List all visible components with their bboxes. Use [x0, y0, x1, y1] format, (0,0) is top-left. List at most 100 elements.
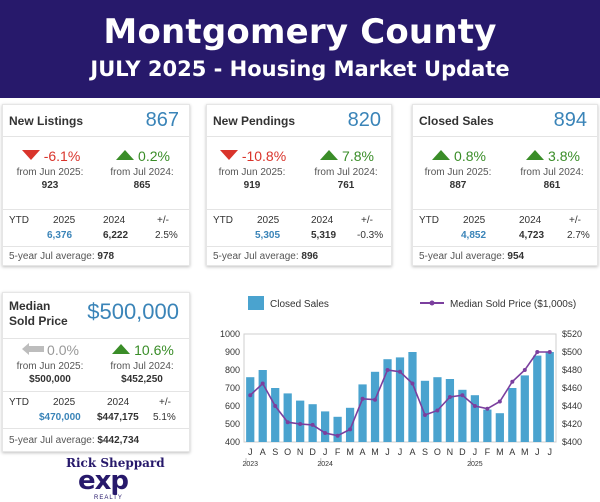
- x-axis-tick: M: [521, 447, 529, 457]
- point-median-price: [285, 420, 290, 425]
- ytd-change-label: +/-: [159, 397, 171, 408]
- left-axis-tick: 1000: [220, 329, 240, 339]
- bar-closed-sales: [420, 380, 430, 442]
- legend-label-median-price: Median Sold Price ($1,000s): [450, 299, 576, 310]
- bar-closed-sales: [470, 395, 479, 442]
- ytd-change-value: -0.3%: [357, 230, 384, 241]
- ytd-label: YTD: [213, 215, 233, 226]
- x-axis-tick: J: [398, 447, 403, 457]
- point-median-price: [260, 381, 265, 386]
- x-axis-tick: M: [371, 447, 379, 457]
- ytd-label: YTD: [9, 397, 29, 408]
- bar-closed-sales: [533, 355, 542, 442]
- right-axis-tick: $500: [562, 347, 582, 357]
- point-median-price: [422, 413, 427, 417]
- card-label: Median Sold Price: [9, 299, 68, 328]
- realtor-logo: Rick Sheppard exp REALTY: [60, 456, 180, 502]
- point-median-price: [510, 379, 515, 384]
- point-median-price: [497, 399, 502, 404]
- left-axis-tick: 400: [225, 437, 240, 447]
- x-axis-tick: F: [485, 447, 491, 457]
- ytd-label: YTD: [9, 215, 29, 226]
- change-from-prior-year: 10.6%: [99, 341, 185, 359]
- bar-closed-sales: [283, 393, 292, 442]
- x-axis-tick: J: [548, 447, 553, 457]
- point-median-price: [335, 433, 340, 438]
- change-from-prior-month: 0.0%: [7, 341, 93, 359]
- ytd-prior-value: 6,222: [103, 230, 129, 241]
- ytd-current-value: 5,305: [255, 230, 281, 241]
- ytd-year-prior: 2024: [519, 215, 542, 226]
- year-label: 2025: [467, 461, 483, 466]
- point-median-price: [398, 369, 402, 374]
- point-median-price: [385, 368, 390, 372]
- point-median-price: [348, 427, 353, 432]
- five-year-average: 5-year Jul average: 954: [419, 251, 525, 262]
- ytd-label: YTD: [419, 215, 439, 226]
- x-axis-tick: O: [434, 447, 441, 457]
- bar-closed-sales: [370, 371, 380, 442]
- ytd-row: YTD 2025 2024 +/- 6,376 6,222 2.5%: [3, 209, 189, 247]
- card-label: New Listings: [9, 114, 84, 128]
- five-year-average: 5-year Jul average: 896: [213, 251, 319, 262]
- year-label: 2023: [242, 461, 258, 466]
- x-axis-tick: S: [272, 447, 278, 457]
- ytd-year-current: 2025: [53, 215, 76, 226]
- ytd-current-value: 6,376: [47, 230, 73, 241]
- from-label: from Jul 2024:: [110, 361, 174, 372]
- bar-closed-sales: [246, 377, 255, 442]
- change-from-prior-year: 3.8%: [509, 147, 595, 165]
- bar-closed-sales: [296, 400, 305, 442]
- bar-closed-sales: [495, 413, 504, 442]
- base-value: 923: [41, 180, 59, 191]
- x-axis-tick: M: [346, 447, 354, 457]
- brand-sub: REALTY: [94, 495, 123, 501]
- point-median-price: [310, 422, 315, 427]
- x-axis-tick: D: [459, 447, 466, 457]
- ytd-change-value: 5.1%: [153, 412, 176, 423]
- bar-closed-sales: [483, 409, 492, 442]
- point-median-price: [435, 408, 440, 413]
- x-axis-tick: M: [496, 447, 504, 457]
- x-axis-tick: J: [385, 447, 390, 457]
- ytd-year-prior: 2024: [311, 215, 334, 226]
- right-axis-tick: $520: [562, 329, 582, 339]
- x-axis-tick: J: [323, 447, 328, 457]
- from-label: from Jul 2024:: [110, 167, 174, 178]
- right-axis-tick: $460: [562, 383, 582, 393]
- ytd-prior-value: $447,175: [97, 412, 139, 423]
- point-median-price: [298, 422, 303, 426]
- point-median-price: [472, 404, 477, 408]
- bar-closed-sales: [358, 384, 367, 442]
- base-value: 861: [543, 180, 561, 191]
- left-axis-tick: 600: [225, 401, 240, 411]
- bar-closed-sales: [258, 370, 267, 442]
- ytd-change-label: +/-: [157, 215, 169, 226]
- from-label: from Jul 2024:: [520, 167, 584, 178]
- x-axis-tick: J: [473, 447, 478, 457]
- bar-closed-sales: [408, 352, 417, 442]
- brand-mark: exp: [78, 466, 129, 496]
- x-axis-tick: N: [297, 447, 304, 457]
- left-axis-tick: 500: [225, 419, 240, 429]
- ytd-row: YTD 2025 2024 +/- 4,852 4,723 2.7%: [413, 209, 597, 247]
- point-median-price: [522, 368, 527, 372]
- x-axis-tick: J: [535, 447, 540, 457]
- ytd-change-value: 2.5%: [155, 230, 178, 241]
- bar-closed-sales: [508, 388, 517, 442]
- point-median-price: [410, 381, 415, 386]
- point-median-price: [447, 395, 452, 399]
- arrow-down-icon: [218, 148, 240, 166]
- base-value: 761: [337, 180, 355, 191]
- closed-sales-card: Closed Sales 894 0.8% from Jun 2025: 887 …: [412, 104, 598, 266]
- legend-swatch-closed-sales: [248, 296, 264, 310]
- from-label: from Jun 2025:: [16, 167, 84, 178]
- right-axis-tick: $400: [562, 437, 582, 447]
- left-axis-tick: 700: [225, 383, 240, 393]
- legend-label-closed-sales: Closed Sales: [270, 299, 329, 310]
- card-label: New Pendings: [213, 114, 296, 128]
- agent-name: Rick Sheppard: [66, 456, 165, 470]
- change-from-prior-year: 7.8%: [303, 147, 389, 165]
- base-value: $452,250: [121, 374, 163, 385]
- x-axis-tick: A: [409, 447, 415, 457]
